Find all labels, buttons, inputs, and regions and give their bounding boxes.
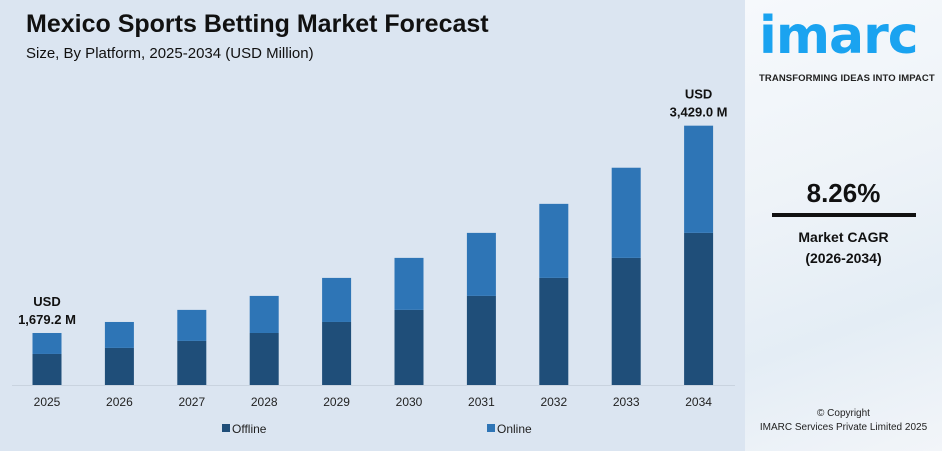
bar-offline-2032 xyxy=(539,277,569,385)
bar-offline-2033 xyxy=(611,257,641,385)
x-tick-label: 2031 xyxy=(468,395,495,409)
bar-online-2029 xyxy=(322,277,352,322)
chart-subtitle: Size, By Platform, 2025-2034 (USD Millio… xyxy=(26,45,314,62)
bar-online-2034 xyxy=(684,125,714,233)
divider xyxy=(772,213,916,217)
bar-online-2028 xyxy=(249,295,279,333)
bar-online-2030 xyxy=(394,257,424,310)
cagr-label: Market CAGR (2026-2034) xyxy=(745,227,942,269)
bar-online-2033 xyxy=(611,167,641,258)
bar-online-2031 xyxy=(466,232,496,296)
data-label-currency: USD xyxy=(685,87,712,102)
x-tick-label: 2029 xyxy=(323,395,350,409)
bar-offline-2031 xyxy=(466,295,496,385)
x-tick-label: 2025 xyxy=(34,395,61,409)
chart-title: Mexico Sports Betting Market Forecast xyxy=(26,10,489,38)
imarc-logo: imarc xyxy=(759,6,919,66)
bar-offline-2029 xyxy=(322,321,352,385)
x-tick-label: 2033 xyxy=(613,395,640,409)
company-line: IMARC Services Private Limited 2025 xyxy=(759,422,928,433)
legend-swatch-online xyxy=(487,424,495,432)
bar-offline-2034 xyxy=(684,232,714,385)
data-label-currency: USD xyxy=(33,294,60,309)
data-label-value: 3,429.0 M xyxy=(670,105,728,120)
side-panel: imarc TRANSFORMING IDEAS INTO IMPACT 8.2… xyxy=(745,0,942,451)
bar-offline-2025 xyxy=(32,353,62,385)
legend-swatch-offline xyxy=(222,424,230,432)
x-tick-label: 2034 xyxy=(685,395,712,409)
x-tick-label: 2028 xyxy=(251,395,278,409)
x-tick-label: 2030 xyxy=(396,395,423,409)
bar-online-2026 xyxy=(104,321,134,348)
logo-tagline: TRANSFORMING IDEAS INTO IMPACT xyxy=(759,73,935,84)
bar-online-2025 xyxy=(32,332,62,354)
bar-offline-2028 xyxy=(249,332,279,385)
cagr-value: 8.26% xyxy=(806,178,881,208)
copyright: © Copyright IMARC Services Private Limit… xyxy=(745,407,942,435)
x-tick-label: 2027 xyxy=(178,395,205,409)
bar-offline-2027 xyxy=(177,340,207,385)
bar-offline-2026 xyxy=(104,347,134,385)
legend-label-online: Online xyxy=(497,422,532,436)
x-tick-label: 2026 xyxy=(106,395,133,409)
legend-label-offline: Offline xyxy=(232,422,267,436)
bar-online-2027 xyxy=(177,309,207,341)
cagr-label-text: Market CAGR xyxy=(798,229,889,245)
x-tick-label: 2032 xyxy=(540,395,567,409)
bar-offline-2030 xyxy=(394,309,424,385)
stacked-bar-chart: 2025 2026 2027 2028 2029 2030 2031 2032 2033 2034… xyxy=(12,87,735,436)
cagr-period: (2026-2034) xyxy=(805,250,882,266)
bar-online-2032 xyxy=(539,203,569,278)
data-label-value: 1,679.2 M xyxy=(18,312,76,327)
copyright-line: © Copyright xyxy=(817,408,870,419)
